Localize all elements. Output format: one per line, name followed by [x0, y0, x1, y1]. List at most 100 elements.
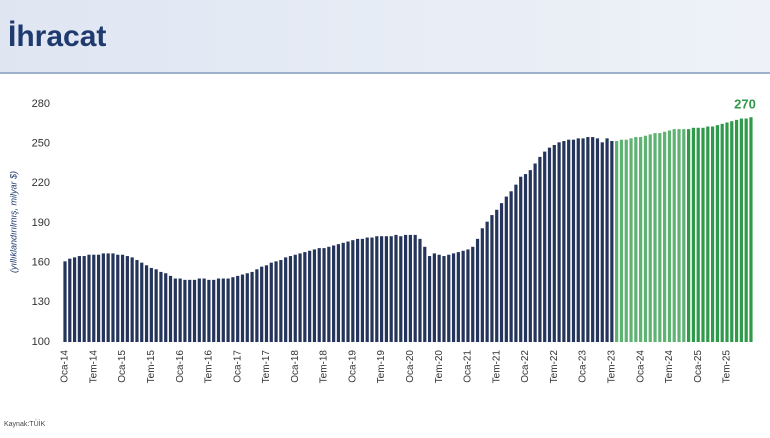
x-tick-label: Tem-23 — [606, 350, 617, 384]
bar — [360, 238, 365, 342]
x-tick-label: Oca-25 — [693, 350, 704, 383]
bar — [519, 176, 523, 342]
bar — [351, 240, 355, 342]
bar — [567, 139, 571, 342]
bar — [375, 236, 379, 342]
bar — [178, 278, 182, 342]
bar — [461, 250, 465, 342]
bar — [322, 248, 326, 342]
bar — [260, 266, 264, 342]
bar — [682, 129, 686, 342]
bar — [499, 203, 504, 342]
bar — [427, 256, 432, 342]
bar — [63, 261, 67, 342]
bar — [562, 141, 566, 342]
bar — [236, 275, 240, 342]
bar — [399, 236, 403, 342]
bar — [365, 237, 369, 342]
bar — [149, 267, 153, 342]
bar — [308, 250, 312, 342]
bar — [72, 257, 77, 342]
x-tick-label: Tem-24 — [664, 350, 675, 384]
x-tick-label: Tem-17 — [261, 350, 272, 384]
bar — [394, 234, 398, 342]
x-tick-label: Tem-18 — [319, 350, 330, 384]
bar — [336, 244, 341, 342]
bar — [648, 134, 652, 342]
bar — [106, 253, 110, 342]
bar — [663, 131, 667, 342]
bar — [557, 142, 561, 342]
bar — [720, 123, 724, 342]
bar — [706, 126, 710, 342]
bar — [250, 271, 254, 342]
bar — [605, 138, 609, 342]
bar — [202, 278, 206, 342]
bar — [552, 144, 556, 342]
bar — [173, 278, 177, 342]
bar — [164, 273, 168, 342]
bar — [231, 277, 235, 342]
bar — [538, 156, 542, 342]
bar — [480, 228, 484, 342]
y-tick-label: 160 — [32, 257, 50, 269]
bar — [125, 256, 129, 342]
bar — [437, 254, 441, 342]
bar — [490, 215, 494, 342]
bar — [293, 254, 297, 342]
bar — [130, 257, 134, 342]
bar — [418, 238, 422, 342]
y-tick-label: 100 — [32, 336, 50, 348]
bar — [154, 269, 158, 342]
bar — [384, 236, 388, 342]
bar — [216, 278, 221, 342]
x-tick-label: Oca-15 — [117, 350, 128, 383]
bar — [240, 274, 245, 342]
bar — [725, 122, 729, 342]
bar — [677, 129, 681, 342]
bar — [312, 249, 317, 342]
x-tick-label: Oca-24 — [635, 350, 646, 383]
bar — [576, 138, 580, 342]
bar — [111, 253, 115, 342]
x-tick-label: Oca-18 — [290, 350, 301, 383]
bar — [423, 246, 427, 342]
bar — [610, 141, 614, 342]
bar — [168, 275, 173, 342]
bar — [432, 253, 436, 342]
y-tick-label: 280 — [32, 98, 50, 110]
header-band — [0, 0, 770, 72]
bar — [629, 138, 633, 342]
bar — [456, 252, 460, 342]
bar — [403, 234, 408, 342]
bar — [288, 256, 293, 342]
bar — [159, 271, 163, 342]
bar — [77, 256, 81, 342]
bar — [144, 265, 149, 342]
x-tick-label: Tem-20 — [434, 350, 445, 384]
bar — [447, 254, 451, 342]
bar — [279, 260, 283, 342]
x-tick-label: Oca-22 — [520, 350, 531, 383]
bar — [370, 237, 374, 342]
bar — [643, 135, 648, 342]
bar — [221, 278, 225, 342]
bar — [739, 118, 743, 343]
bar — [730, 121, 734, 342]
y-tick-label: 190 — [32, 217, 50, 229]
bar — [715, 125, 719, 343]
bar — [634, 137, 638, 342]
bar — [284, 257, 288, 342]
x-tick-label: Tem-19 — [376, 350, 387, 384]
x-tick-label: Oca-21 — [463, 350, 474, 383]
bar — [667, 130, 672, 342]
bar — [653, 133, 657, 342]
bar — [475, 238, 480, 342]
bar — [212, 279, 216, 342]
bar — [442, 256, 446, 342]
bar — [495, 209, 499, 342]
data-label: 270 — [734, 97, 756, 112]
bar — [710, 126, 715, 342]
bar — [192, 279, 197, 342]
